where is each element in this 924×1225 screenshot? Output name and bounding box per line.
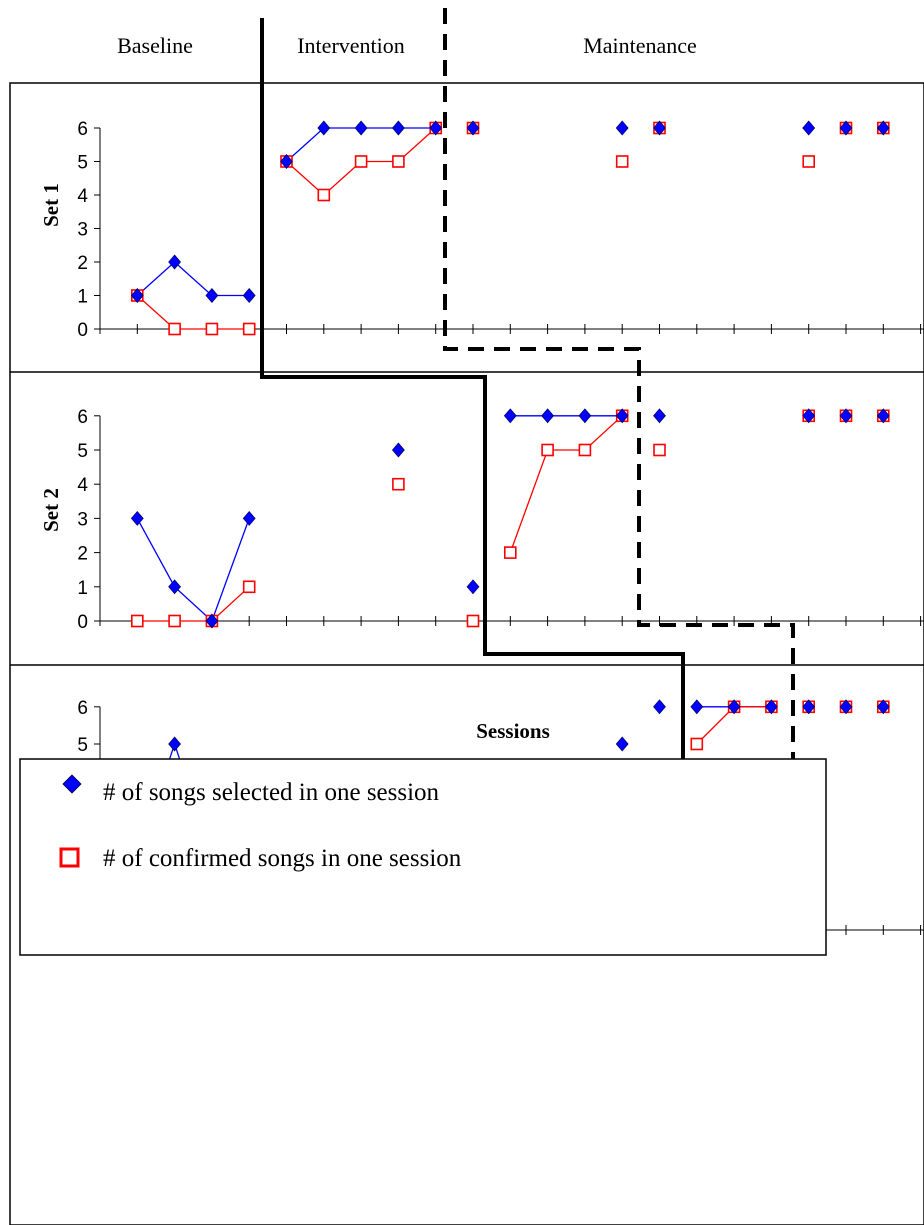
selected-point: [802, 408, 816, 424]
confirmed-series-line: [137, 586, 250, 622]
confirmed-point: [242, 322, 256, 336]
selected-point: [541, 408, 554, 424]
legend-confirmed-label: # of confirmed songs in one session: [103, 845, 462, 872]
selected-point: [168, 736, 181, 752]
legend-confirmed-square-icon: [59, 847, 80, 868]
selected-point: [280, 154, 293, 169]
selected-point: [130, 510, 144, 526]
y-tick-label: 2: [77, 544, 88, 565]
selected-point: [615, 120, 629, 136]
confirmed-point: [354, 155, 368, 168]
selected-point: [317, 120, 331, 136]
selected-point: [653, 408, 666, 424]
selected-point: [765, 699, 778, 715]
confirmed-point: [205, 322, 219, 336]
y-tick-label: 1: [77, 578, 88, 599]
selected-point: [392, 442, 405, 458]
confirmed-point: [653, 443, 666, 457]
legend-selected-label: # of songs selected in one session: [103, 779, 440, 806]
phase-label-maintenance: Maintenance: [583, 33, 697, 58]
selected-point: [876, 408, 890, 424]
selected-point: [503, 408, 517, 424]
legend-box: [19, 758, 827, 956]
y-tick-label: 3: [77, 509, 88, 530]
phase-label-intervention: Intervention: [297, 33, 405, 58]
selected-point: [727, 699, 741, 715]
confirmed-series-line: [509, 415, 623, 553]
confirmed-point: [168, 614, 181, 628]
confirmed-point: [317, 188, 331, 202]
y-tick-label: 4: [77, 186, 88, 207]
confirmed-point: [578, 443, 592, 457]
intervention-phase-line: [260, 18, 685, 900]
selected-point: [876, 699, 890, 715]
chart-frame: [9, 82, 924, 1225]
y-tick-label: 3: [77, 220, 88, 241]
selected-point: [839, 120, 853, 136]
selected-point: [130, 288, 144, 303]
selected-point: [466, 120, 480, 136]
selected-point: [615, 408, 629, 424]
outer-frame: [9, 82, 924, 1225]
legend-selected-diamond-icon: [62, 774, 82, 794]
panel-label: Set 2: [39, 488, 63, 532]
maintenance-phase-line: [443, 8, 795, 930]
selected-point: [802, 120, 816, 136]
x-axis-title: Sessions: [476, 719, 550, 743]
phase-change-lines: [260, 8, 795, 930]
y-tick-label: 4: [77, 475, 88, 496]
selected-point: [168, 579, 181, 595]
y-tick-label: 5: [77, 735, 88, 756]
selected-point: [653, 120, 666, 136]
selected-point: [242, 288, 256, 303]
panel-label: Set 1: [39, 183, 63, 227]
selected-point: [429, 120, 443, 136]
confirmed-point: [802, 155, 816, 168]
phase-label-baseline: Baseline: [117, 33, 193, 58]
confirmed-point: [615, 155, 629, 168]
confirmed-point: [168, 322, 181, 336]
selected-point: [876, 120, 890, 136]
selected-series-line: [136, 261, 250, 297]
confirmed-point: [242, 580, 256, 594]
selected-point: [392, 120, 405, 136]
confirmed-point: [466, 614, 480, 628]
selected-point: [690, 699, 704, 715]
legend: # of songs selected in one session # of …: [19, 758, 827, 956]
confirmed-point: [131, 614, 144, 628]
selected-point: [205, 288, 219, 303]
selected-point: [653, 699, 666, 715]
confirmed-point: [541, 443, 554, 457]
confirmed-point: [690, 737, 704, 751]
confirmed-point: [392, 155, 405, 168]
selected-point: [839, 699, 853, 715]
y-tick-label: 5: [77, 441, 88, 462]
y-tick-label: 1: [77, 287, 88, 308]
y-tick-label: 6: [77, 119, 88, 140]
selected-point: [168, 254, 181, 270]
y-tick-label: 6: [77, 407, 88, 428]
y-tick-label: 5: [77, 153, 88, 174]
selected-point: [242, 510, 256, 526]
selected-point: [466, 579, 480, 595]
panel-2: 0 1 2 3 4 5 6 Set 2: [39, 407, 924, 633]
selected-point: [802, 699, 816, 715]
selected-series-line: [136, 518, 250, 623]
confirmed-point: [392, 477, 405, 491]
phase-labels: Baseline Intervention Maintenance: [117, 33, 697, 58]
y-tick-label: 0: [77, 612, 88, 633]
selected-point: [839, 408, 853, 424]
selected-point: [578, 408, 592, 424]
y-tick-label: 0: [77, 320, 88, 341]
y-tick-label: 6: [77, 698, 88, 719]
selected-point: [205, 613, 219, 629]
y-tick-label: 2: [77, 253, 88, 274]
confirmed-series-line: [136, 295, 250, 330]
selected-point: [354, 120, 368, 136]
panel-1: 0 1 2 3 4 5 6 Set 1: [39, 119, 924, 341]
selected-point: [615, 736, 629, 752]
confirmed-point: [503, 546, 517, 559]
